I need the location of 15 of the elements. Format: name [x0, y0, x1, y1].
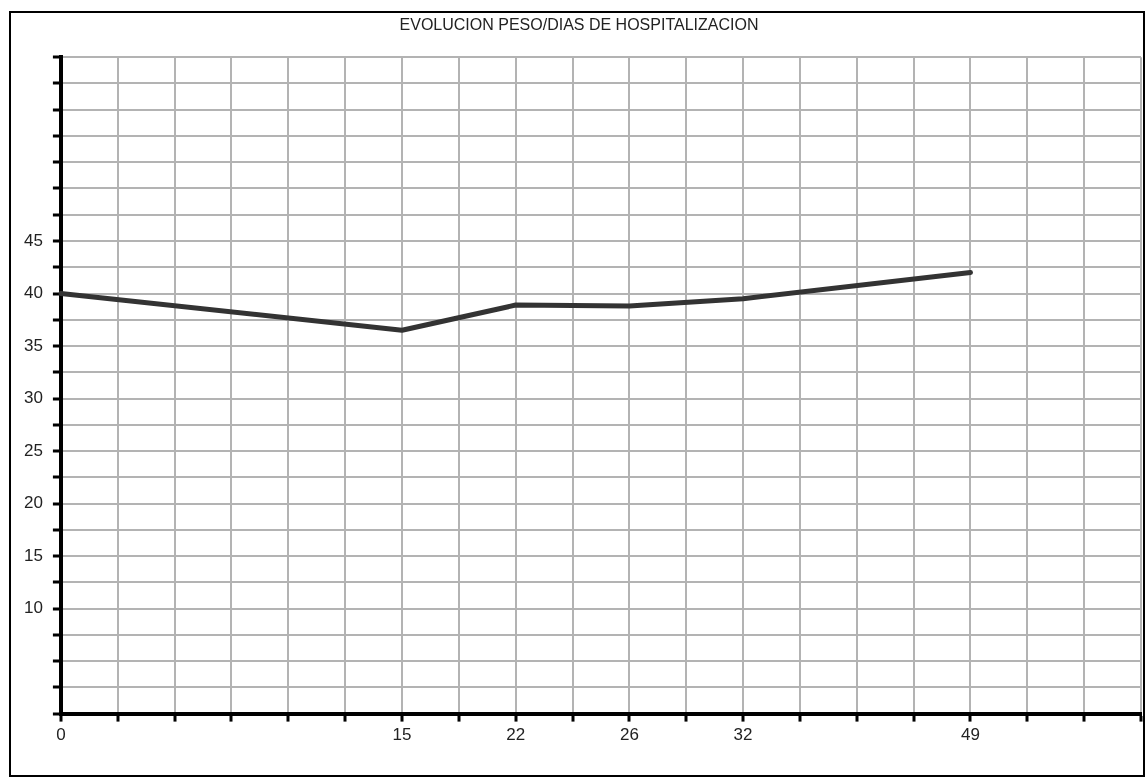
y-tick-label: 15	[23, 545, 43, 565]
x-tick-label: 15	[392, 725, 412, 745]
y-tick-label: 10	[23, 598, 43, 618]
y-tick-label: 40	[23, 283, 43, 303]
y-tick-label: 45	[23, 230, 43, 250]
y-tick-label: 25	[23, 440, 43, 460]
x-tick-label: 0	[56, 725, 66, 745]
x-tick-label: 26	[619, 725, 639, 745]
y-tick-label: 30	[23, 388, 43, 408]
x-tick-label: 32	[733, 725, 753, 745]
y-tick-label: 35	[23, 335, 43, 355]
x-tick-label: 22	[506, 725, 526, 745]
x-tick-label: 49	[961, 725, 980, 745]
y-tick-label: 20	[23, 493, 43, 513]
chart-title: EVOLUCION PESO/DIAS DE HOSPITALIZACION	[399, 16, 759, 34]
